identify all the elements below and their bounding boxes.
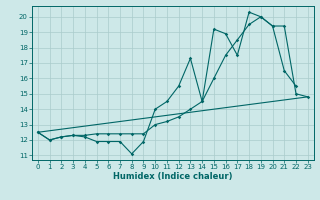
- X-axis label: Humidex (Indice chaleur): Humidex (Indice chaleur): [113, 172, 233, 181]
